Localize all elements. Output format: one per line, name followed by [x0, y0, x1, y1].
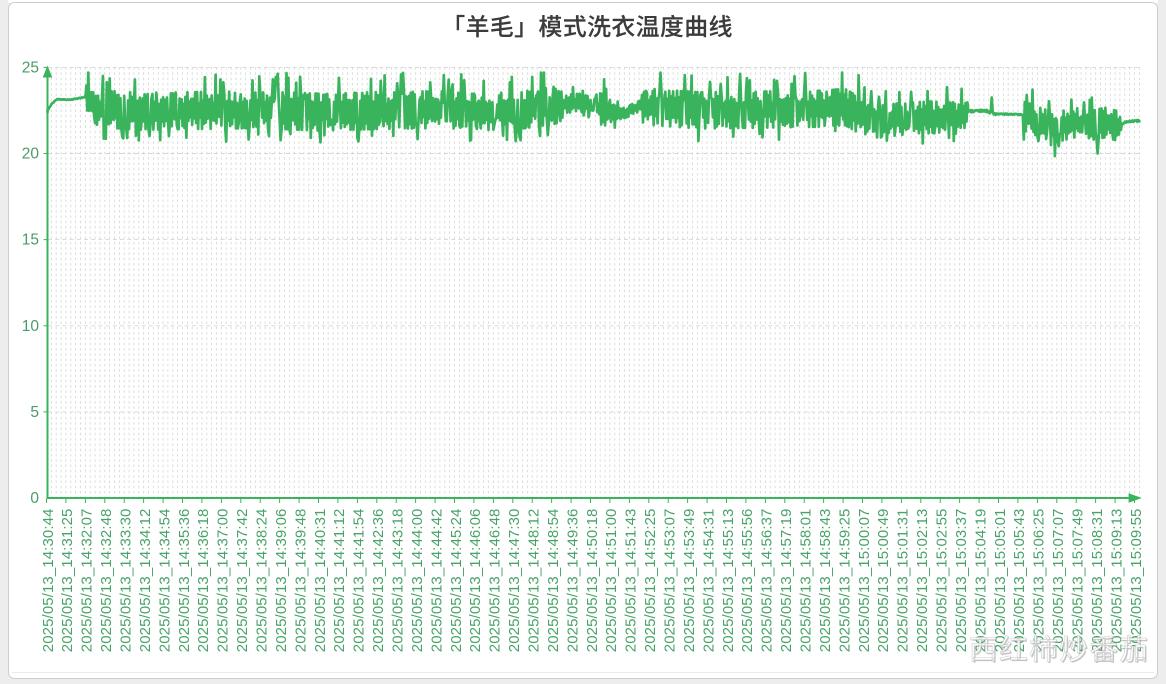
svg-text:2025/05/13_14:44:00: 2025/05/13_14:44:00: [409, 509, 426, 653]
svg-text:2025/05/13_14:36:18: 2025/05/13_14:36:18: [195, 509, 212, 653]
svg-text:2025/05/13_14:51:00: 2025/05/13_14:51:00: [603, 509, 620, 653]
svg-text:2025/05/13_14:34:54: 2025/05/13_14:34:54: [156, 509, 173, 653]
svg-text:2025/05/13_14:31:25: 2025/05/13_14:31:25: [59, 509, 76, 653]
svg-text:2025/05/13_14:59:25: 2025/05/13_14:59:25: [836, 509, 853, 653]
svg-text:2025/05/13_14:48:54: 2025/05/13_14:48:54: [545, 509, 562, 653]
svg-text:2025/05/13_15:00:49: 2025/05/13_15:00:49: [875, 509, 892, 653]
svg-text:2025/05/13_14:45:24: 2025/05/13_14:45:24: [448, 509, 465, 653]
svg-text:2025/05/13_14:40:31: 2025/05/13_14:40:31: [312, 509, 329, 653]
svg-text:10: 10: [22, 318, 40, 335]
svg-text:2025/05/13_14:38:24: 2025/05/13_14:38:24: [254, 509, 271, 653]
svg-text:2025/05/13_14:53:49: 2025/05/13_14:53:49: [681, 509, 698, 653]
svg-text:2025/05/13_14:55:56: 2025/05/13_14:55:56: [739, 509, 756, 653]
svg-text:2025/05/13_14:39:48: 2025/05/13_14:39:48: [292, 509, 309, 653]
svg-text:2025/05/13_15:04:19: 2025/05/13_15:04:19: [972, 509, 989, 653]
svg-text:2025/05/13_15:06:25: 2025/05/13_15:06:25: [1031, 509, 1048, 653]
svg-text:2025/05/13_14:48:12: 2025/05/13_14:48:12: [526, 509, 543, 653]
svg-text:2025/05/13_15:01:31: 2025/05/13_15:01:31: [895, 509, 912, 653]
svg-text:2025/05/13_14:41:54: 2025/05/13_14:41:54: [351, 509, 368, 653]
svg-text:15: 15: [22, 232, 39, 249]
svg-text:2025/05/13_15:02:55: 2025/05/13_15:02:55: [934, 509, 951, 653]
svg-text:2025/05/13_14:50:18: 2025/05/13_14:50:18: [584, 509, 601, 653]
svg-text:2025/05/13_14:37:00: 2025/05/13_14:37:00: [215, 509, 232, 653]
svg-text:2025/05/13_14:46:48: 2025/05/13_14:46:48: [487, 509, 504, 653]
svg-text:2025/05/13_14:35:36: 2025/05/13_14:35:36: [176, 509, 193, 653]
svg-text:2025/05/13_14:55:13: 2025/05/13_14:55:13: [720, 509, 737, 653]
svg-text:2025/05/13_14:41:12: 2025/05/13_14:41:12: [331, 509, 348, 653]
svg-text:2025/05/13_14:42:36: 2025/05/13_14:42:36: [370, 509, 387, 653]
svg-text:2025/05/13_14:34:12: 2025/05/13_14:34:12: [137, 509, 154, 653]
svg-text:2025/05/13_15:02:13: 2025/05/13_15:02:13: [914, 509, 931, 653]
svg-text:2025/05/13_15:05:43: 2025/05/13_15:05:43: [1011, 509, 1028, 653]
svg-text:25: 25: [22, 59, 39, 76]
svg-text:2025/05/13_15:05:01: 2025/05/13_15:05:01: [992, 509, 1009, 653]
svg-text:2025/05/13_14:47:30: 2025/05/13_14:47:30: [506, 509, 523, 653]
svg-text:2025/05/13_14:57:19: 2025/05/13_14:57:19: [778, 509, 795, 653]
svg-text:20: 20: [22, 146, 40, 163]
svg-text:5: 5: [30, 404, 39, 421]
svg-text:2025/05/13_14:46:06: 2025/05/13_14:46:06: [467, 509, 484, 653]
svg-text:2025/05/13_14:37:42: 2025/05/13_14:37:42: [234, 509, 251, 653]
svg-text:2025/05/13_14:39:06: 2025/05/13_14:39:06: [273, 509, 290, 653]
svg-text:2025/05/13_14:52:25: 2025/05/13_14:52:25: [642, 509, 659, 653]
svg-text:2025/05/13_15:00:07: 2025/05/13_15:00:07: [856, 509, 873, 653]
svg-text:2025/05/13_14:51:43: 2025/05/13_14:51:43: [623, 509, 640, 653]
svg-text:2025/05/13_14:58:43: 2025/05/13_14:58:43: [817, 509, 834, 653]
svg-text:0: 0: [30, 490, 39, 507]
svg-text:2025/05/13_14:49:36: 2025/05/13_14:49:36: [564, 509, 581, 653]
svg-text:2025/05/13_15:09:55: 2025/05/13_15:09:55: [1128, 509, 1145, 653]
svg-text:2025/05/13_14:43:18: 2025/05/13_14:43:18: [390, 509, 407, 653]
svg-text:2025/05/13_15:08:31: 2025/05/13_15:08:31: [1089, 509, 1106, 653]
svg-text:2025/05/13_14:32:48: 2025/05/13_14:32:48: [98, 509, 115, 653]
svg-text:2025/05/13_14:32:07: 2025/05/13_14:32:07: [79, 509, 96, 653]
svg-text:2025/05/13_15:03:37: 2025/05/13_15:03:37: [953, 509, 970, 653]
svg-text:2025/05/13_15:09:13: 2025/05/13_15:09:13: [1108, 509, 1125, 653]
svg-text:2025/05/13_15:07:49: 2025/05/13_15:07:49: [1070, 509, 1087, 653]
svg-text:2025/05/13_14:56:37: 2025/05/13_14:56:37: [759, 509, 776, 653]
svg-text:2025/05/13_14:58:01: 2025/05/13_14:58:01: [798, 509, 815, 653]
svg-text:2025/05/13_14:54:31: 2025/05/13_14:54:31: [700, 509, 717, 653]
svg-text:2025/05/13_14:53:07: 2025/05/13_14:53:07: [662, 509, 679, 653]
svg-text:2025/05/13_14:44:42: 2025/05/13_14:44:42: [428, 509, 445, 653]
svg-text:2025/05/13_14:33:30: 2025/05/13_14:33:30: [118, 509, 135, 653]
svg-text:2025/05/13_14:30:44: 2025/05/13_14:30:44: [40, 509, 57, 653]
svg-text:2025/05/13_15:07:07: 2025/05/13_15:07:07: [1050, 509, 1067, 653]
